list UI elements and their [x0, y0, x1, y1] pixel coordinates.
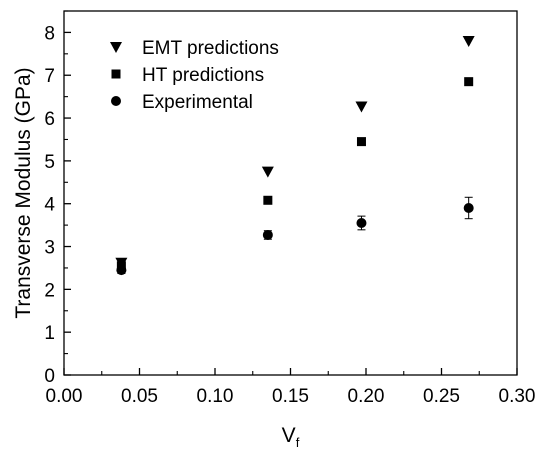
emt-predictions-point — [261, 166, 274, 178]
legend-label-emt-predictions: EMT predictions — [142, 38, 279, 59]
x-axis-title-main: V — [282, 424, 296, 447]
ht-predictions-point — [356, 137, 366, 147]
legend-marker-emt-predictions — [110, 42, 122, 53]
x-tick-label: 0.05 — [121, 386, 158, 407]
legend-marker-experimental — [111, 96, 121, 106]
y-tick-label: 5 — [44, 152, 55, 173]
y-tick-label: 4 — [44, 195, 55, 216]
ht-predictions-point — [263, 195, 273, 205]
legend-label-ht-predictions: HT predictions — [142, 65, 264, 86]
y-axis-title: Transverse Modulus (GPa) — [12, 67, 35, 318]
axis-ticks — [63, 10, 518, 376]
legend: EMT predictions HT predictions Experimenta… — [110, 38, 279, 113]
experimental-point — [356, 217, 367, 228]
experimental-point — [262, 229, 273, 240]
x-tick-label: 0.25 — [423, 386, 460, 407]
x-tick-label: 0.30 — [499, 386, 536, 407]
ht-predictions-point — [464, 77, 474, 87]
emt-predictions-point — [355, 101, 368, 113]
legend-label-experimental: Experimental — [142, 92, 253, 113]
y-tick-label: 1 — [44, 323, 55, 344]
x-axis-title-subscript: f — [296, 435, 300, 450]
legend-marker-ht-predictions — [111, 69, 121, 79]
x-tick-label: 0.15 — [272, 386, 309, 407]
y-tick-label: 6 — [44, 109, 55, 130]
y-tick-label: 2 — [44, 280, 55, 301]
x-tick-label: 0.10 — [197, 386, 234, 407]
y-tick-label: 7 — [44, 66, 55, 87]
emt-predictions-point — [462, 35, 475, 47]
x-axis-title: Vf — [282, 424, 300, 450]
data-markers — [115, 35, 475, 276]
plot-frame — [63, 10, 518, 376]
y-tick-label: 8 — [44, 23, 55, 44]
y-tick-label: 0 — [44, 366, 55, 387]
experimental-point — [463, 202, 474, 213]
x-tick-label: 0.00 — [46, 386, 83, 407]
tick-labels: 0.00 0.05 0.10 0.15 0.20 0.25 0.30 0 1 2 3 4 5 6 7 8 — [44, 23, 535, 407]
x-tick-label: 0.20 — [348, 386, 385, 407]
experimental-point — [116, 265, 127, 276]
y-tick-label: 3 — [44, 238, 55, 259]
